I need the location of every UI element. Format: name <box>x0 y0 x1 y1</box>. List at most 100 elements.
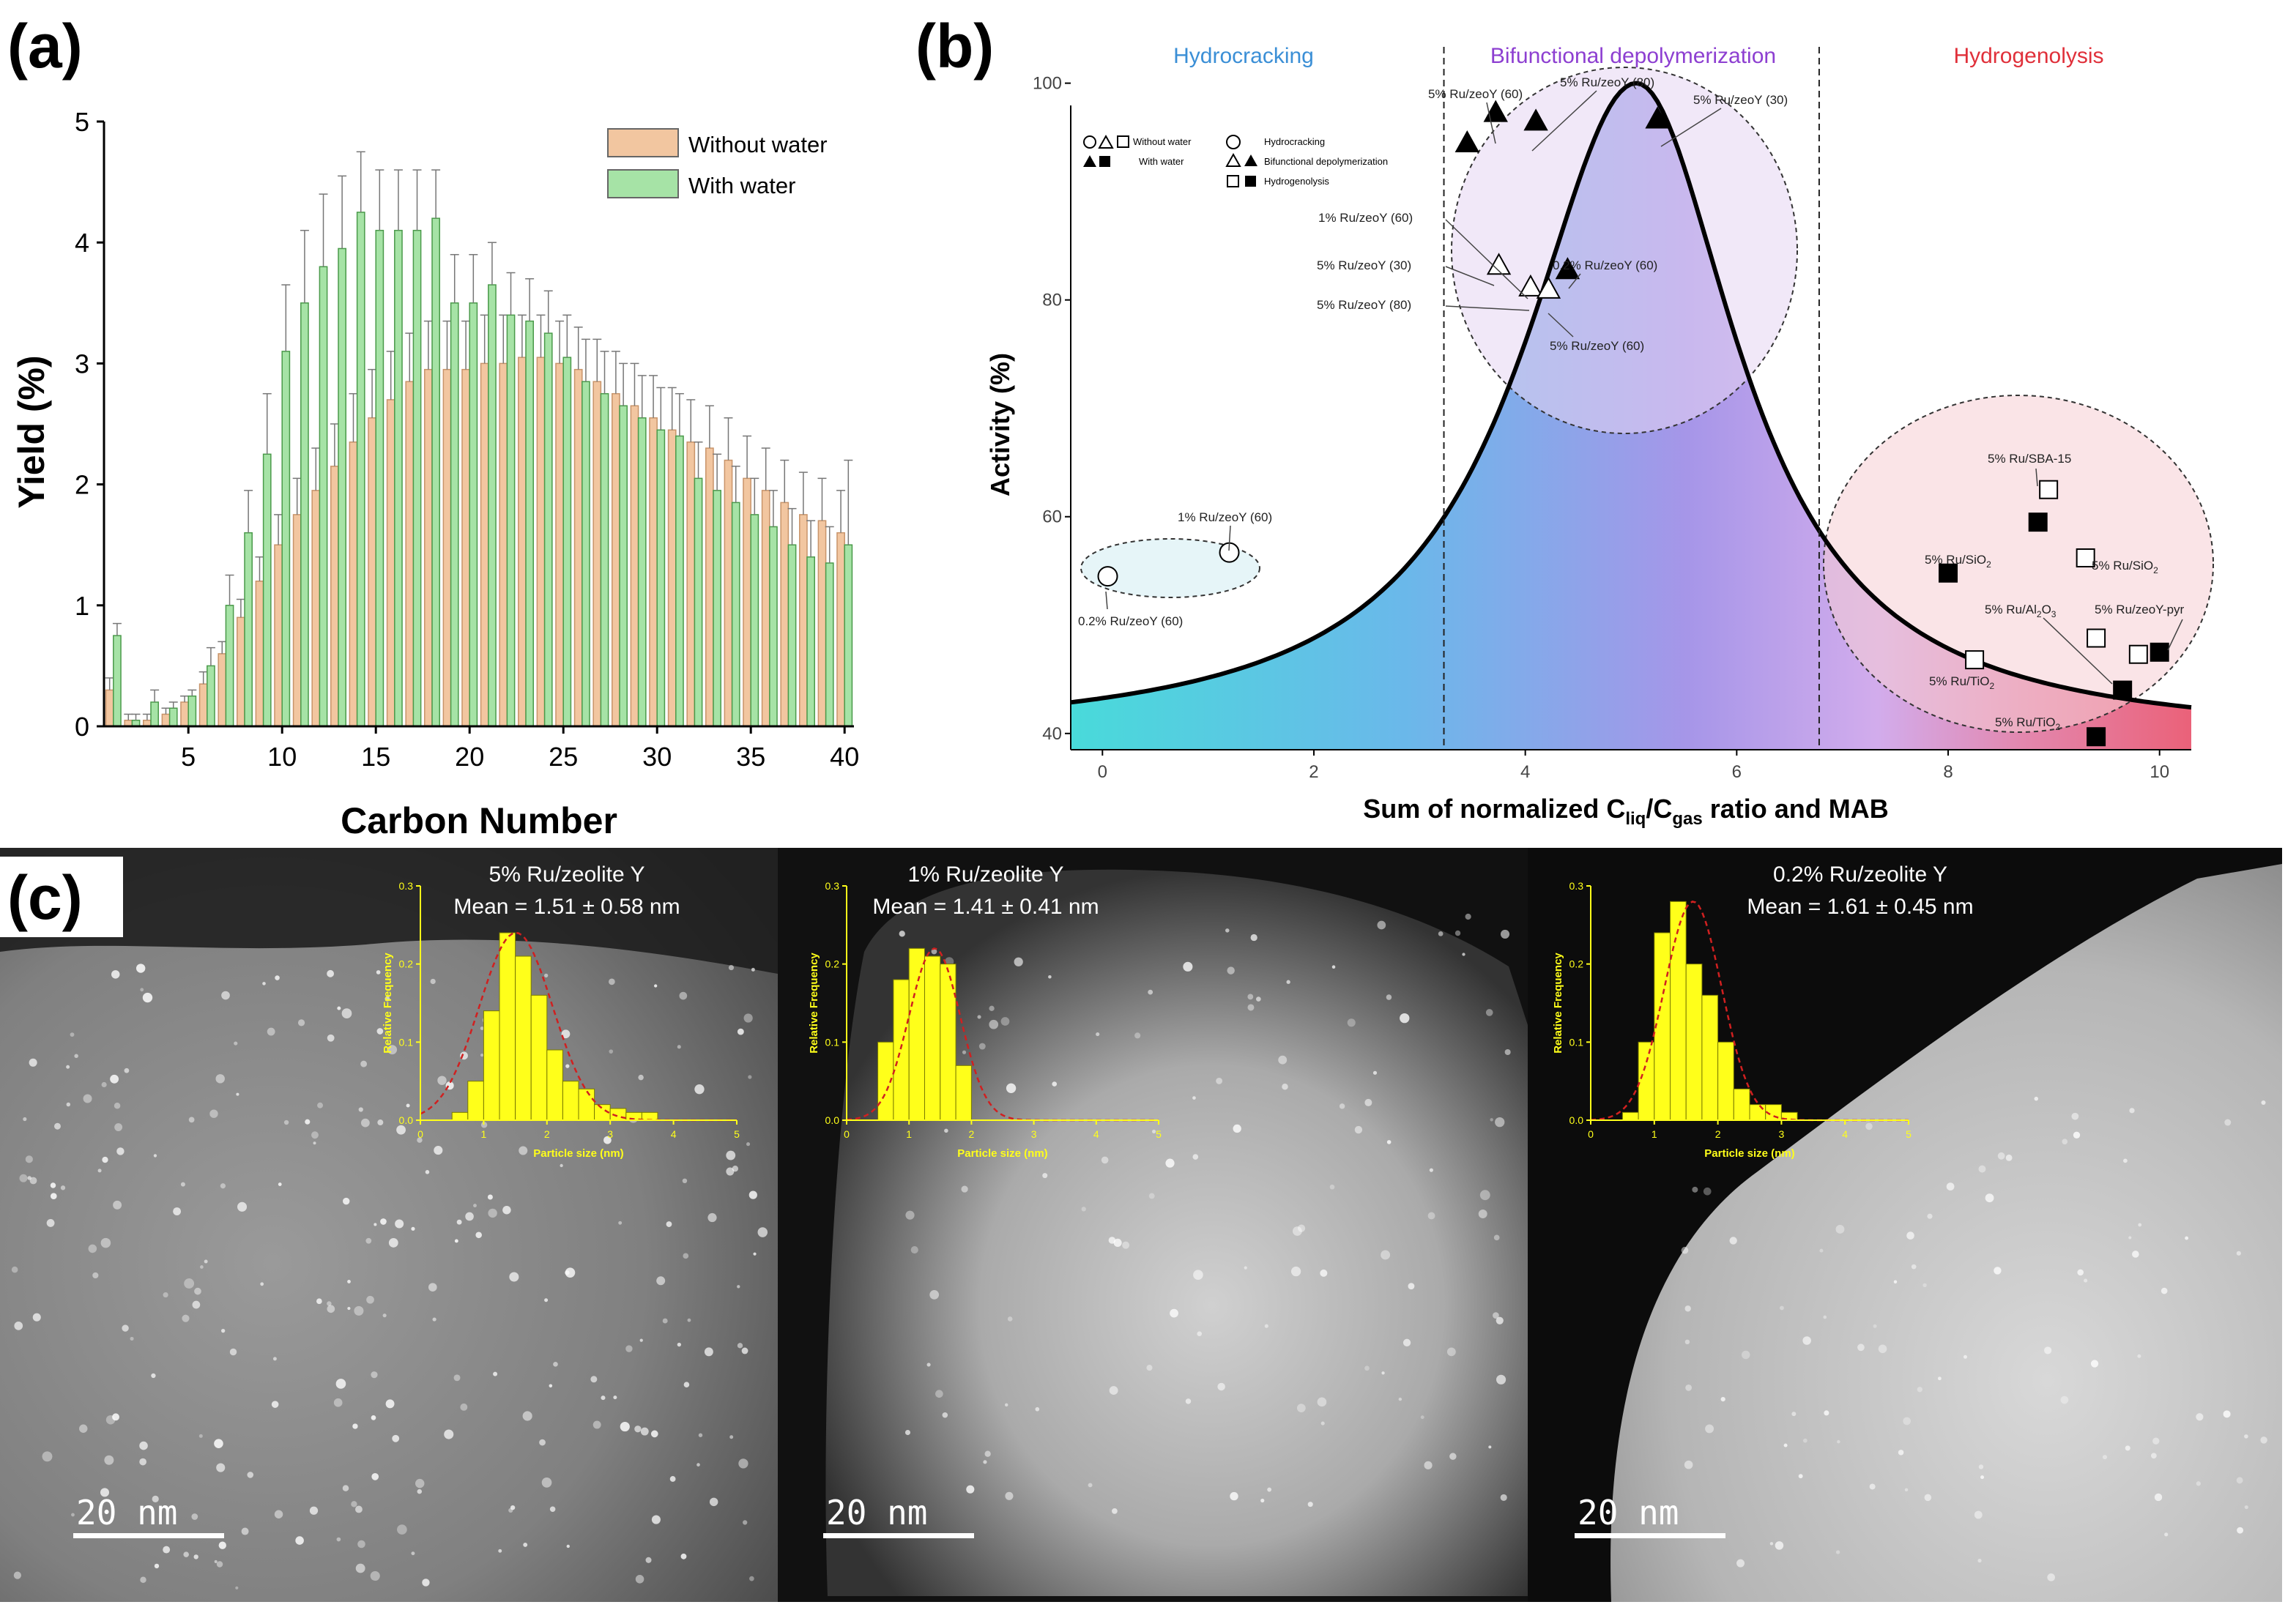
tem-speckle <box>666 1221 672 1227</box>
histogram-x-tick-label: 1 <box>1652 1128 1657 1140</box>
tem-speckle <box>639 1338 643 1342</box>
tem-speckle <box>1398 1397 1403 1401</box>
x-tick-label: 20 <box>455 742 484 772</box>
tem-speckle <box>371 1415 376 1420</box>
tem-speckle <box>23 1117 27 1122</box>
tem-speckle <box>1400 1013 1410 1024</box>
tem-speckle <box>1408 1283 1415 1290</box>
leader-lines <box>1105 90 2183 685</box>
tem-speckle <box>74 1054 78 1059</box>
tem-speckle <box>216 1561 223 1568</box>
histogram-y-tick-label: 0.3 <box>399 880 414 892</box>
x-tick-label: 10 <box>267 742 297 772</box>
tem-speckle <box>737 1343 743 1349</box>
tem-speckle <box>124 1067 130 1073</box>
tem-speckle <box>2034 1096 2039 1101</box>
data-point-triangle <box>1486 253 1512 275</box>
bar <box>113 635 122 727</box>
histogram-x-tick-label: 1 <box>481 1128 487 1140</box>
bar <box>619 405 628 727</box>
tem-speckle <box>1496 1316 1504 1324</box>
tem-speckle <box>1146 1365 1153 1371</box>
tem-speckle <box>1500 929 1510 939</box>
legend-square-open <box>1117 135 1129 148</box>
data-point-square <box>2128 644 2148 664</box>
tem-speckle <box>173 1207 182 1215</box>
tem-speckle <box>645 1557 652 1563</box>
tem-speckle <box>140 1576 146 1584</box>
histogram-bar <box>1621 1111 1639 1121</box>
tem-speckle <box>1347 1018 1356 1027</box>
tem-speckle <box>236 1092 239 1096</box>
tem-speckle <box>327 1305 335 1313</box>
histogram-bar <box>908 947 925 1121</box>
tem-speckle <box>1729 1237 1737 1245</box>
x-tick-label-b: 8 <box>1943 762 1953 782</box>
tem-speckle <box>1684 1305 1691 1312</box>
tem-speckle <box>182 1314 190 1322</box>
y-tick-label: 3 <box>75 349 89 379</box>
tem-speckle <box>1329 1184 1335 1190</box>
tem-speckle <box>1134 1032 1141 1039</box>
tem-speckle <box>1260 1498 1265 1503</box>
bar <box>349 441 358 727</box>
tem-speckle <box>453 1374 461 1382</box>
histogram-y-tick-label: 0.3 <box>825 880 840 892</box>
scale-bar-label: 20 nm <box>76 1493 177 1532</box>
point-label: 5% Ru/SiO2 <box>1925 553 1991 570</box>
tem-speckle <box>2071 1112 2079 1120</box>
point-label: 5% Ru/zeoY (80) <box>1560 75 1654 89</box>
tem-speckle <box>748 1190 757 1199</box>
tem-speckle <box>1429 1168 1433 1172</box>
tem-speckle <box>191 1513 198 1520</box>
histogram-y-tick-label: 0.2 <box>1569 958 1584 970</box>
tem-speckle <box>139 1458 147 1466</box>
tem-speckle <box>25 1155 33 1163</box>
bar <box>431 217 440 727</box>
data-point-square <box>1965 650 1985 670</box>
tem-speckle <box>1490 1118 1493 1122</box>
tem-speckle <box>122 1324 129 1332</box>
tem-speckle <box>962 1050 967 1054</box>
tem-speckle <box>2047 1573 2055 1581</box>
tem-speckle <box>650 1430 658 1438</box>
tem-speckle <box>984 1450 991 1457</box>
tem-speckle <box>360 1060 368 1067</box>
tem-speckle <box>2154 1493 2163 1502</box>
tem-speckle <box>2138 1223 2142 1227</box>
tem-speckle <box>929 1290 940 1300</box>
tem-speckle <box>13 1571 21 1579</box>
tem-speckle <box>101 1081 107 1088</box>
tem-speckle <box>989 1005 995 1011</box>
tem-speckle <box>1386 994 1392 1000</box>
tem-speckle <box>1424 1461 1433 1469</box>
legend-label-without-water: Without water <box>688 132 828 157</box>
tem-speckle <box>130 1336 134 1341</box>
tem-speckle <box>1819 1248 1824 1253</box>
histogram-bar <box>467 1081 484 1121</box>
tem-speckle <box>519 1146 528 1155</box>
bar <box>319 266 328 727</box>
tem-speckle <box>741 1347 748 1354</box>
tem-speckle <box>1741 1350 1750 1360</box>
tem-speckle <box>417 1488 423 1494</box>
tem-speckle <box>2123 1158 2128 1163</box>
histogram-bar <box>1638 1041 1655 1121</box>
y-tick-label: 4 <box>75 228 89 258</box>
tem-speckle <box>1705 1424 1714 1434</box>
tem-speckle <box>1386 1140 1392 1144</box>
tem-speckle <box>1802 1336 1811 1345</box>
tem-speckle <box>961 1185 968 1193</box>
tem-speckle <box>192 1300 201 1309</box>
tem-speckle <box>502 1205 511 1215</box>
panel-label-c: (c) <box>7 863 83 932</box>
tem-speckle <box>1109 1386 1118 1395</box>
tem-speckle <box>83 1094 92 1103</box>
tem-speckle <box>609 1049 614 1054</box>
tem-speckle <box>539 1439 546 1446</box>
tem-speckle <box>241 1527 249 1535</box>
tem-speckle <box>1004 1403 1008 1407</box>
tem-speckle <box>609 978 615 985</box>
tem-speckle <box>355 1563 365 1573</box>
bar <box>292 514 302 727</box>
